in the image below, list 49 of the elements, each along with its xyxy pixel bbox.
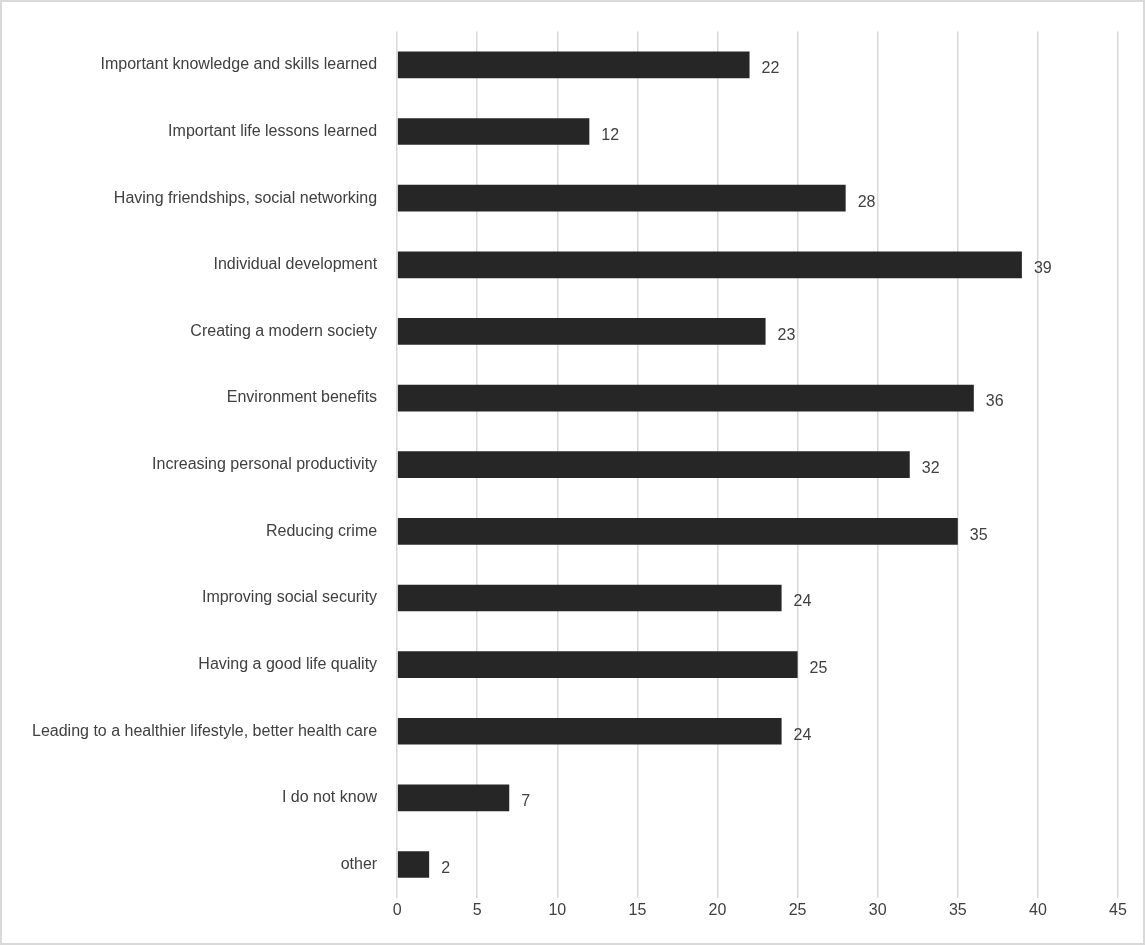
data-label: 35: [969, 525, 988, 543]
bar: [397, 118, 590, 145]
data-label: 39: [1033, 259, 1052, 277]
data-label: 7: [521, 792, 531, 810]
data-label: 24: [793, 725, 812, 743]
bar: [397, 384, 974, 412]
bar: [397, 851, 430, 878]
bar: [397, 451, 910, 479]
x-tick-label: 10: [548, 900, 567, 918]
data-label: 23: [777, 325, 796, 343]
y-tick-label: Important life lessons learned: [168, 121, 378, 139]
y-tick-label: Increasing personal productivity: [152, 455, 378, 473]
bar: [397, 318, 766, 345]
x-tick-label: 0: [392, 900, 402, 918]
x-tick-label: 15: [628, 900, 647, 918]
data-label: 32: [921, 459, 940, 477]
bar: [397, 518, 958, 545]
y-tick-label: other: [340, 854, 378, 872]
y-tick-label: Environment benefits: [226, 388, 378, 406]
x-tick-label: 35: [948, 900, 967, 918]
x-tick-label: 5: [472, 900, 482, 918]
bar: [397, 584, 782, 612]
data-label: 24: [793, 592, 812, 610]
x-tick-label: 45: [1109, 900, 1127, 918]
y-tick-label: Individual development: [213, 255, 378, 273]
y-tick-label: Creating a modern society: [190, 321, 378, 339]
x-tick-label: 30: [868, 900, 887, 918]
y-tick-label: Having friendships, social networking: [113, 188, 378, 206]
data-label: 22: [761, 59, 780, 77]
x-tick-label: 25: [788, 900, 807, 918]
bar: [397, 717, 782, 745]
bar: [397, 784, 510, 812]
x-tick-label: 20: [708, 900, 727, 918]
y-tick-label: Important knowledge and skills learned: [100, 55, 378, 73]
y-tick-label: I do not know: [281, 788, 378, 806]
data-label: 36: [985, 392, 1004, 410]
y-tick-label: Having a good life quality: [198, 655, 378, 672]
bar: [397, 251, 1022, 279]
bar: [397, 51, 750, 79]
x-tick-label: 40: [1029, 900, 1047, 918]
bar: [397, 651, 798, 678]
data-label: 28: [857, 192, 876, 210]
data-label: 25: [809, 659, 828, 676]
y-tick-label: Improving social security: [201, 588, 378, 606]
data-label: 12: [601, 125, 620, 143]
data-label: 2: [441, 858, 451, 876]
y-tick-label: Leading to a healthier lifestyle, better health care: [32, 721, 378, 739]
bar: [397, 184, 846, 212]
y-tick-label: Reducing crime: [265, 521, 378, 539]
